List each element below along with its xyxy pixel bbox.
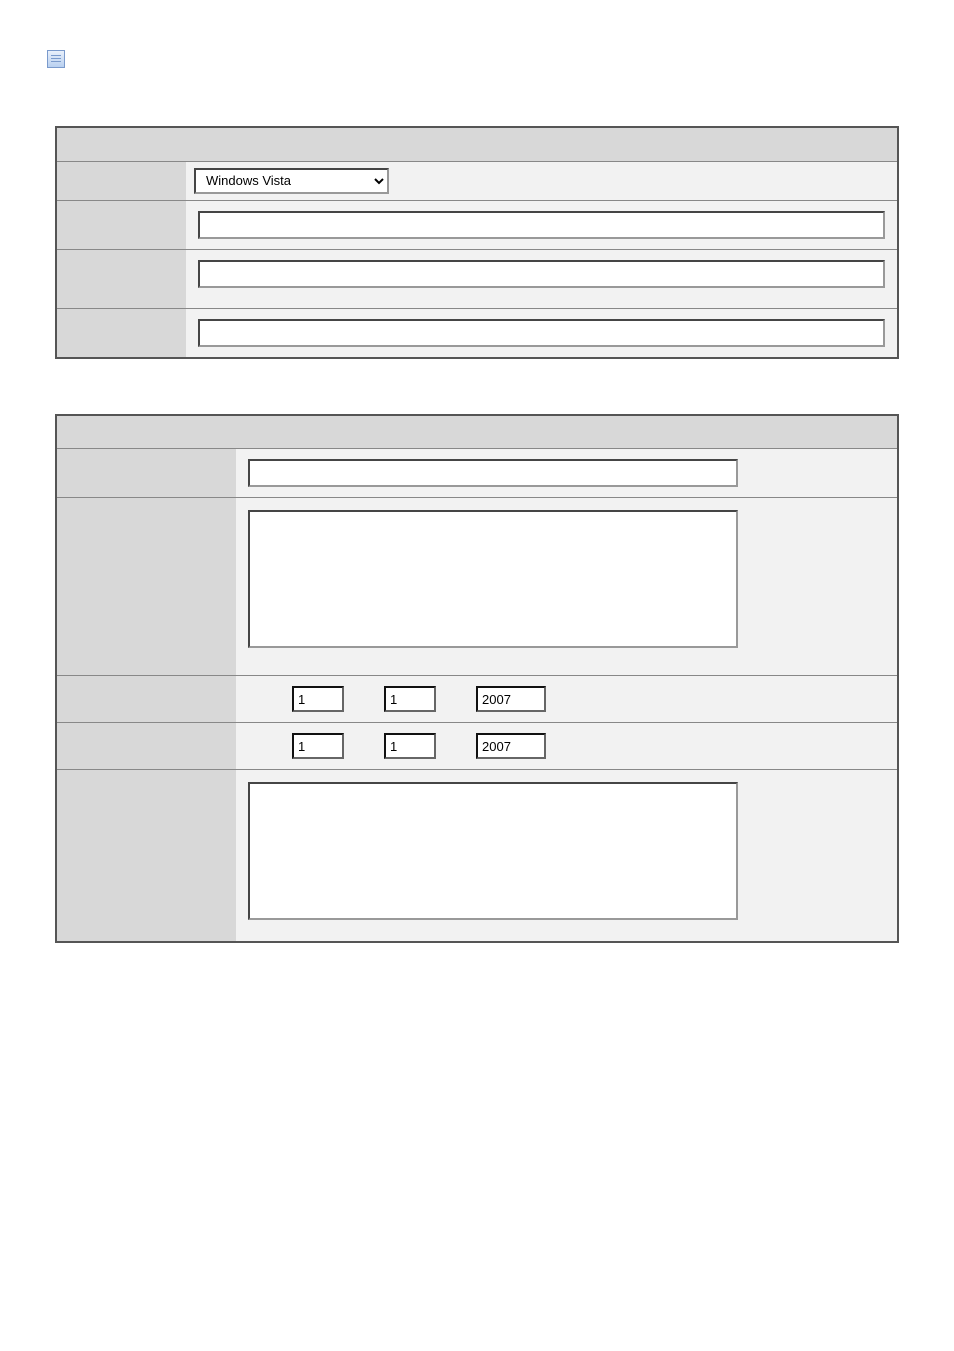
table1-r4-input[interactable] xyxy=(198,260,885,288)
os-value-cell: Windows Vista xyxy=(186,161,898,200)
table2-title-label xyxy=(56,449,236,498)
table1-r3-value-cell xyxy=(186,200,898,249)
form-table-1: Windows Vista xyxy=(55,126,899,359)
table1-r5-label xyxy=(56,308,186,358)
os-label xyxy=(56,161,186,200)
table2-header-left xyxy=(56,415,236,449)
table1-header-row xyxy=(56,127,898,161)
document-icon xyxy=(47,50,65,68)
table2-header-right xyxy=(236,415,898,449)
table2-date2-value-cell xyxy=(236,723,898,770)
table2-desc-textarea[interactable] xyxy=(248,510,738,648)
table1-row-os: Windows Vista xyxy=(56,161,898,200)
table1-r4-value-cell xyxy=(186,249,898,308)
table2-date2-label xyxy=(56,723,236,770)
table2-row-notes xyxy=(56,770,898,943)
table2-date1-value-cell xyxy=(236,676,898,723)
form-table-2 xyxy=(55,414,899,944)
table2-title-value-cell xyxy=(236,449,898,498)
date2-day-input[interactable] xyxy=(292,733,344,759)
table1-row-3 xyxy=(56,200,898,249)
table1-header-left xyxy=(56,127,186,161)
table1-r3-label xyxy=(56,200,186,249)
date2-month-input[interactable] xyxy=(384,733,436,759)
table1-row-5 xyxy=(56,308,898,358)
table1-r5-value-cell xyxy=(186,308,898,358)
os-select[interactable]: Windows Vista xyxy=(194,168,389,194)
table2-desc-value-cell xyxy=(236,498,898,676)
date1-day-input[interactable] xyxy=(292,686,344,712)
date1-month-input[interactable] xyxy=(384,686,436,712)
table2-desc-label xyxy=(56,498,236,676)
table2-date1-label xyxy=(56,676,236,723)
table2-header-row xyxy=(56,415,898,449)
table2-notes-label xyxy=(56,770,236,943)
table2-title-input[interactable] xyxy=(248,459,738,487)
table1-header-right xyxy=(186,127,898,161)
table2-row-date2 xyxy=(56,723,898,770)
table1-r4-label xyxy=(56,249,186,308)
table1-row-4 xyxy=(56,249,898,308)
table2-notes-value-cell xyxy=(236,770,898,943)
table2-row-desc xyxy=(56,498,898,676)
table1-r3-input[interactable] xyxy=(198,211,885,239)
date1-year-input[interactable] xyxy=(476,686,546,712)
table1-r5-input[interactable] xyxy=(198,319,885,347)
date2-year-input[interactable] xyxy=(476,733,546,759)
table2-row-title xyxy=(56,449,898,498)
table2-notes-textarea[interactable] xyxy=(248,782,738,920)
table2-row-date1 xyxy=(56,676,898,723)
